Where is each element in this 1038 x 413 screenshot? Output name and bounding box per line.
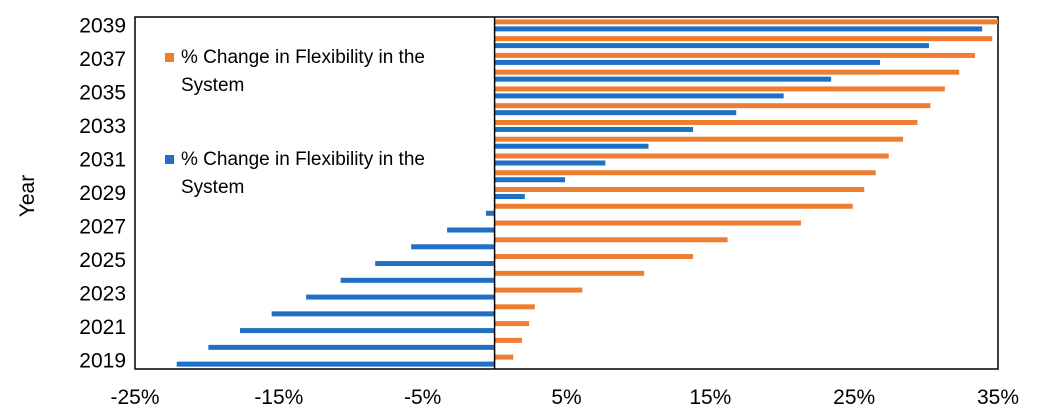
plot-area xyxy=(134,16,999,370)
bar-blue-2023 xyxy=(306,294,495,300)
legend-item-blue: % Change in Flexibility in the System xyxy=(165,146,485,202)
x-tick-label: -15% xyxy=(254,386,303,409)
x-tick-label: -5% xyxy=(404,386,441,409)
bar-blue-2032 xyxy=(494,143,649,149)
y-tick-label: 2021 xyxy=(79,316,126,339)
bar-orange-2030 xyxy=(494,170,876,176)
bar-orange-2033 xyxy=(494,119,918,125)
y-tick-label: 2023 xyxy=(79,283,126,306)
y-tick-labels: 2039 2037 2035 2033 2031 2029 2027 2025 2023 2021… xyxy=(79,14,126,372)
bar-orange-2034 xyxy=(494,103,931,109)
bar-orange-2036 xyxy=(494,69,960,75)
bar-blue-2028 xyxy=(485,210,495,216)
bar-blue-2025 xyxy=(375,261,495,267)
bar-orange-2020 xyxy=(494,337,522,343)
x-tick-labels: -25% -15% -5% 5% 15% 25% 35% xyxy=(110,386,1019,409)
bars-group xyxy=(176,19,998,367)
x-tick-label: 5% xyxy=(551,386,581,409)
legend: % Change in Flexibility in the System xyxy=(165,44,485,100)
x-tick-label: 15% xyxy=(689,386,731,409)
x-tick-label: -25% xyxy=(110,386,159,409)
bar-blue-2020 xyxy=(208,344,495,350)
bar-orange-2029 xyxy=(494,187,865,192)
y-tick-label: 2025 xyxy=(79,249,126,272)
bar-blue-2022 xyxy=(271,311,495,317)
bar-orange-2032 xyxy=(494,136,904,142)
y-tick-label: 2035 xyxy=(79,81,126,104)
bar-blue-2035 xyxy=(494,93,784,99)
y-tick-label: 2029 xyxy=(79,182,126,205)
bar-blue-2037 xyxy=(494,59,881,65)
bar-blue-2026 xyxy=(411,244,495,250)
bar-blue-2036 xyxy=(494,76,832,82)
legend-label-orange: % Change in Flexibility in the System xyxy=(181,47,425,96)
y-tick-label: 2037 xyxy=(79,48,126,71)
legend-swatch-orange-icon xyxy=(165,53,174,62)
legend-swatch-blue-icon xyxy=(165,155,174,164)
bar-blue-2039 xyxy=(494,26,983,32)
bar-blue-2019 xyxy=(176,361,495,367)
bar-blue-2024 xyxy=(340,277,495,283)
y-tick-label: 2031 xyxy=(79,148,126,171)
y-tick-label: 2019 xyxy=(79,350,126,373)
y-tick-label: 2027 xyxy=(79,216,126,239)
bar-orange-2019 xyxy=(494,354,514,360)
bar-blue-2021 xyxy=(239,328,495,334)
bar-blue-2027 xyxy=(447,227,495,233)
bar-blue-2034 xyxy=(494,110,737,116)
y-axis-title: Year xyxy=(16,175,39,217)
bar-orange-2023 xyxy=(494,287,583,293)
bar-orange-2025 xyxy=(494,254,694,260)
bar-orange-2024 xyxy=(494,270,645,276)
bar-orange-2039 xyxy=(494,19,998,25)
bar-blue-2038 xyxy=(494,43,929,49)
bar-blue-2031 xyxy=(494,160,606,166)
bar-orange-2035 xyxy=(494,86,945,92)
x-tick-label: 25% xyxy=(833,386,875,409)
bar-orange-2026 xyxy=(494,237,728,243)
y-tick-label: 2033 xyxy=(79,115,126,138)
bar-orange-2038 xyxy=(494,36,993,42)
bar-orange-2021 xyxy=(494,321,530,327)
legend-item-orange: % Change in Flexibility in the System xyxy=(165,44,485,100)
legend-2: % Change in Flexibility in the System xyxy=(165,146,485,202)
bar-orange-2037 xyxy=(494,52,975,58)
bar-orange-2031 xyxy=(494,153,889,159)
legend-label-blue: % Change in Flexibility in the System xyxy=(181,149,425,198)
bar-blue-2029 xyxy=(494,194,525,199)
x-tick-label: 35% xyxy=(977,386,1019,409)
y-tick-label: 2039 xyxy=(79,14,126,37)
bar-blue-2033 xyxy=(494,126,694,132)
bar-orange-2028 xyxy=(494,203,853,209)
bar-blue-2030 xyxy=(494,177,566,183)
bar-orange-2027 xyxy=(494,220,801,226)
bar-orange-2022 xyxy=(494,304,535,310)
